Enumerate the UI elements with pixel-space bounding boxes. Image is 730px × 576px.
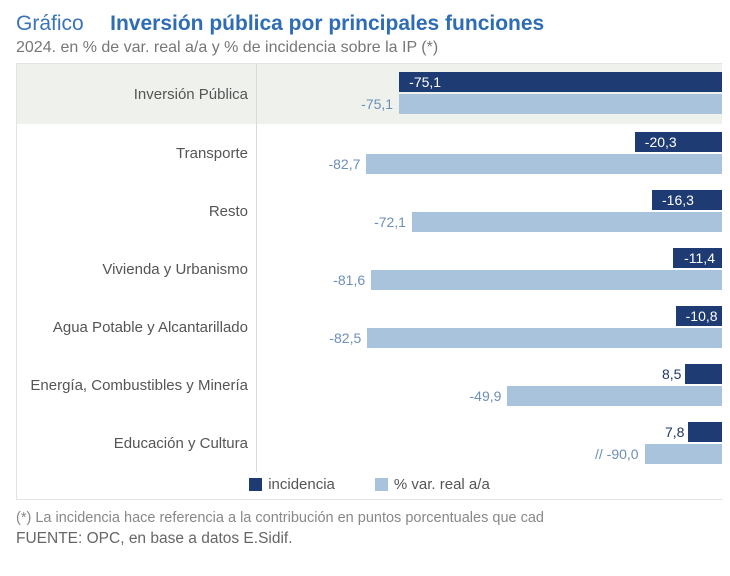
bars-cell: -10,8 -82,5 (257, 298, 722, 356)
bar-rect (507, 386, 722, 406)
bar-incidencia: 8,5 (257, 364, 722, 384)
category-label: Vivienda y Urbanismo (17, 240, 257, 298)
bar-incidencia: -11,4 (257, 248, 722, 268)
bar-incidencia: -75,1 (257, 72, 722, 92)
category-label: Agua Potable y Alcantarillado (17, 298, 257, 356)
bars-cell: 8,5 -49,9 (257, 356, 722, 414)
bars-cell: -11,4 -81,6 (257, 240, 722, 298)
bar-var-real: -82,7 (257, 154, 722, 174)
bar-rect (399, 72, 722, 92)
bar-incidencia: -16,3 (257, 190, 722, 210)
chart-row: Transporte -20,3 -82,7 (17, 124, 722, 182)
legend-label-var-real: % var. real a/a (394, 476, 490, 493)
source-line: FUENTE: OPC, en base a datos E.Sidif. (16, 530, 722, 548)
bar-rect (367, 328, 722, 348)
bar-rect (412, 212, 722, 232)
chart-row: Vivienda y Urbanismo -11,4 -81,6 (17, 240, 722, 298)
chart-row: Agua Potable y Alcantarillado -10,8 -82,5 (17, 298, 722, 356)
category-label: Educación y Cultura (17, 414, 257, 472)
bars-cell: -20,3 -82,7 (257, 124, 722, 182)
legend: incidencia % var. real a/a (17, 472, 722, 499)
bar-value-var-real: -72,1 (374, 214, 406, 230)
bar-value-var-real: -75,1 (361, 96, 393, 112)
bar-var-real: -75,1 (257, 94, 722, 114)
chart-row: Inversión Pública -75,1 -75,1 (17, 64, 722, 124)
chart-row: Educación y Cultura 7,8 // -90,0 (17, 414, 722, 472)
category-label: Energía, Combustibles y Minería (17, 356, 257, 414)
chart-row: Resto -16,3 -72,1 (17, 182, 722, 240)
bar-value-incidencia: -75,1 (409, 74, 441, 90)
legend-swatch-incidencia (249, 478, 262, 491)
bar-incidencia: 7,8 (257, 422, 722, 442)
bar-chart: Inversión Pública-75,1-75,1Transporte-20… (16, 63, 722, 500)
category-label: Transporte (17, 124, 257, 182)
bar-rect (399, 94, 722, 114)
bar-value-incidencia: -10,8 (686, 308, 718, 324)
legend-swatch-var-real (375, 478, 388, 491)
bar-value-var-real: -82,5 (329, 330, 361, 346)
bar-rect (371, 270, 722, 290)
bar-var-real: // -90,0 (257, 444, 722, 464)
bar-value-var-real: // -90,0 (595, 446, 639, 462)
bar-value-incidencia: -11,4 (684, 250, 715, 266)
bar-rect (645, 444, 722, 464)
bar-incidencia: -20,3 (257, 132, 722, 152)
bar-rect (685, 364, 722, 384)
bars-cell: 7,8 // -90,0 (257, 414, 722, 472)
title-prefix: Gráfico (16, 12, 84, 35)
bars-cell: -75,1 -75,1 (257, 64, 722, 124)
legend-label-incidencia: incidencia (268, 476, 335, 493)
chart-subtitle: 2024. en % de var. real a/a y % de incid… (16, 39, 722, 57)
bar-value-incidencia: 8,5 (662, 366, 681, 382)
bar-incidencia: -10,8 (257, 306, 722, 326)
bar-rect (688, 422, 722, 442)
category-label: Resto (17, 182, 257, 240)
bars-cell: -16,3 -72,1 (257, 182, 722, 240)
bar-value-var-real: -81,6 (333, 272, 365, 288)
bar-value-incidencia: 7,8 (665, 424, 684, 440)
bar-var-real: -81,6 (257, 270, 722, 290)
bar-rect (366, 154, 722, 174)
bar-var-real: -82,5 (257, 328, 722, 348)
chart-header: Gráfico Inversión pública por principale… (16, 12, 722, 36)
footnote: (*) La incidencia hace referencia a la c… (16, 510, 722, 526)
bar-var-real: -72,1 (257, 212, 722, 232)
bar-value-incidencia: -20,3 (645, 134, 677, 150)
bar-var-real: -49,9 (257, 386, 722, 406)
category-label: Inversión Pública (17, 64, 257, 124)
chart-row: Energía, Combustibles y Minería 8,5 -49,9 (17, 356, 722, 414)
bar-value-incidencia: -16,3 (662, 192, 694, 208)
legend-item-incidencia: incidencia (249, 476, 335, 493)
legend-item-var-real: % var. real a/a (375, 476, 490, 493)
bar-value-var-real: -82,7 (328, 156, 360, 172)
bar-value-var-real: -49,9 (470, 388, 502, 404)
chart-title: Inversión pública por principales funcio… (110, 12, 544, 35)
